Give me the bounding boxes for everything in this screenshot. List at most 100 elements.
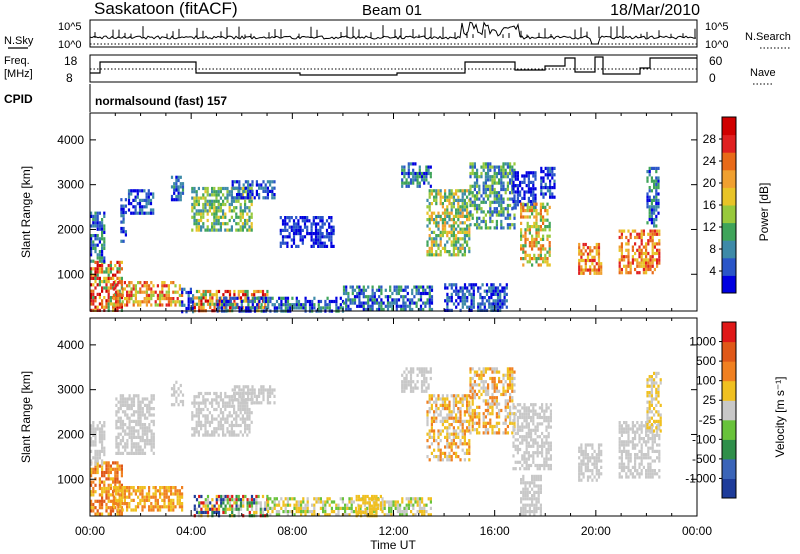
data-cell [120,512,123,516]
data-cell [491,376,494,381]
data-cell [225,303,228,307]
data-cell [471,396,474,400]
data-cell [195,407,198,412]
data-cell [444,224,447,228]
data-cell [90,292,93,296]
data-cell [423,181,426,185]
data-cell [648,211,651,215]
data-cell [195,296,199,300]
data-cell [371,507,374,511]
data-cell [217,404,220,408]
data-cell [416,181,419,185]
data-cell [374,503,377,507]
data-cell [233,385,236,389]
data-cell [206,302,210,306]
data-cell [235,212,238,216]
data-cell [128,293,131,297]
data-cell [92,224,95,228]
data-cell [466,400,469,404]
data-cell [469,165,472,169]
data-cell [248,186,251,191]
data-cell [147,189,150,193]
data-cell [122,217,125,221]
data-cell [260,401,263,405]
data-cell [121,419,125,423]
data-cell [242,299,245,303]
data-cell [170,486,173,490]
data-cell [197,212,200,216]
data-cell [457,407,460,411]
data-cell [433,410,436,414]
data-cell [235,199,238,203]
data-cell [471,203,474,208]
data-cell [288,235,291,239]
data-cell [437,246,440,250]
data-cell [239,296,243,300]
data-cell [448,214,451,218]
data-cell [178,505,181,509]
data-cell [542,186,545,190]
data-cell [90,462,93,466]
data-cell [200,209,203,213]
data-cell [531,263,534,267]
data-cell [455,189,458,193]
data-cell [253,401,256,405]
data-cell [105,305,108,309]
data-cell [258,388,261,392]
data-cell [493,168,496,172]
data-cell [328,225,331,229]
data-cell [226,401,229,405]
data-cell [487,165,490,169]
data-cell [161,290,164,294]
data-cell [348,513,351,517]
data-cell [217,498,221,502]
data-cell [490,292,493,296]
data-cell [452,302,456,306]
data-cell [103,276,106,280]
data-cell [439,455,442,459]
data-cell [211,417,214,421]
data-cell [578,265,581,269]
data-cell [364,307,368,312]
data-cell [528,209,531,213]
data-cell [430,189,433,193]
data-cell [96,509,99,513]
data-cell [526,225,529,229]
data-cell [498,171,501,176]
data-cell [452,419,455,423]
y-tick-label: 2000 [57,222,84,236]
data-cell [233,218,236,223]
data-cell [96,424,99,428]
data-cell [109,260,112,264]
data-cell [435,407,438,411]
data-cell [213,427,216,431]
data-cell [139,416,142,420]
data-cell [349,307,352,312]
data-cell [181,492,184,496]
data-cell [278,296,281,300]
data-cell [230,420,233,424]
data-cell [429,376,432,381]
data-cell [126,502,129,506]
data-cell [200,507,203,511]
data-cell [269,385,272,389]
data-cell [618,271,621,275]
data-cell [653,182,656,186]
data-cell [126,508,129,512]
data-cell [493,380,496,384]
data-cell [542,176,545,180]
data-cell [530,180,533,184]
data-cell [98,499,101,503]
data-cell [512,180,515,184]
data-cell [197,423,200,428]
data-cell [112,303,115,307]
y-tick-label: 1000 [57,267,84,281]
data-cell [455,286,458,290]
data-cell [542,247,545,251]
data-cell [409,181,413,185]
data-cell [378,285,381,289]
data-cell [248,423,251,428]
data-cell [427,370,430,374]
data-cell [362,295,365,299]
data-cell [233,411,236,415]
